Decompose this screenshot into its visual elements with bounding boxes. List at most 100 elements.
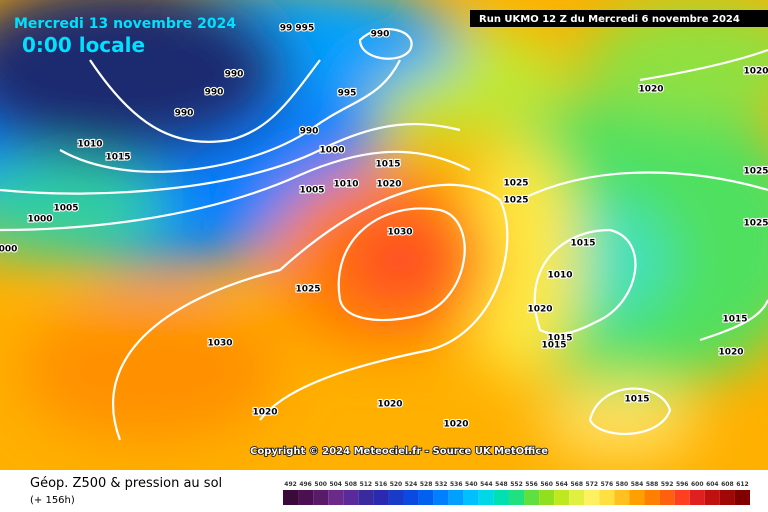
legend-swatch [659,490,675,505]
legend-swatch [313,490,329,505]
isobar-label: 1020 [718,348,743,358]
legend-swatch [719,490,735,505]
legend-swatch [554,490,570,505]
isobar-label: 1000 [319,146,344,156]
legend-swatch [328,490,344,505]
legend-label: 588 [646,481,659,488]
isobar-label: 990 [225,70,244,80]
legend-swatch [689,490,705,505]
legend-label: 516 [375,481,388,488]
isobar-label: 1020 [743,67,768,77]
legend-label: 600 [691,481,704,488]
legend-swatch [569,490,585,505]
isobar-label: 1005 [299,186,324,196]
isobar-label: 995 [338,89,357,99]
legend-swatch [734,490,750,505]
legend-label: 560 [540,481,553,488]
isobar-label: 1025 [295,285,320,295]
isobar-label: 000 [0,245,17,255]
legend-label: 504 [329,481,342,488]
isobar-label: 99 995 [280,24,314,34]
isobar-label: 1015 [105,153,130,163]
legend-swatch [614,490,630,505]
legend-swatch [343,490,359,505]
legend-swatch [478,490,494,505]
isobar-label: 1025 [743,167,768,177]
isobars [0,28,768,441]
isobar-label: 1020 [443,420,468,430]
isobar-label: 1020 [377,400,402,410]
date: Mercredi 13 novembre 2024 [14,16,236,32]
legend-label: 556 [525,481,538,488]
isobar-label: 1025 [503,179,528,189]
footer-lead: (+ 156h) [30,495,75,506]
legend-label: 552 [510,481,523,488]
legend-swatch [403,490,419,505]
time: 0:00 locale [22,33,145,57]
isobar-label: 990 [175,109,194,119]
legend-label: 528 [420,481,433,488]
legend-label: 584 [631,481,644,488]
isobar-label: 1020 [376,180,401,190]
legend-label: 544 [480,481,493,488]
footer-title: Géop. Z500 & pression au sol [30,476,222,491]
isobar-label: 1010 [333,180,358,190]
legend-swatch [418,490,434,505]
legend-swatch [493,490,509,505]
isobar-label: 1015 [547,334,572,344]
legend-label: 496 [299,481,312,488]
isobar-label: 1000 [27,215,52,225]
isobar-label: 1020 [527,305,552,315]
legend-swatch [358,490,374,505]
legend-label: 564 [555,481,568,488]
legend: 492 496 500 504 508 512 516 520 524 528 532 536 540 5… [283,481,750,505]
legend-swatch [674,490,690,505]
legend-label: 572 [586,481,599,488]
legend-swatch [373,490,389,505]
legend-label: 608 [721,481,734,488]
legend-label: 508 [345,481,358,488]
legend-label: 532 [435,481,448,488]
legend-swatch [388,490,404,505]
legend-label: 568 [570,481,583,488]
legend-swatch [539,490,555,505]
isobar-label: 990 [300,127,319,137]
legend-swatch [448,490,464,505]
legend-label: 604 [706,481,719,488]
isobar-label: 1015 [722,315,747,325]
isobar-label: 990 [371,30,390,40]
isobar-label: 1020 [252,408,277,418]
isobar-label: 1005 [53,204,78,214]
isobar-label: 1030 [207,339,232,349]
legend-label: 596 [676,481,689,488]
legend-swatch [629,490,645,505]
legend-swatch [599,490,615,505]
legend-swatch [704,490,720,505]
legend-swatch [524,490,540,505]
legend-swatch [283,490,299,505]
isobar-label: 1020 [638,85,663,95]
legend-label: 520 [390,481,403,488]
isobar-label: 1015 [624,395,649,405]
isobar-label: 1010 [77,140,102,150]
legend-swatch [463,490,479,505]
field [0,0,768,470]
legend-swatch [644,490,660,505]
isobar-label: 1030 [387,228,412,238]
legend-swatch [433,490,449,505]
legend-label: 524 [405,481,418,488]
isobar-label: 1010 [547,271,572,281]
legend-swatch [298,490,314,505]
legend-swatch [584,490,600,505]
run-box [470,10,768,27]
isobar-label: 1015 [570,239,595,249]
legend-label: 536 [450,481,463,488]
legend-label: 548 [495,481,508,488]
legend-label: 592 [661,481,674,488]
isobar-label: 1025 [743,219,768,229]
legend-label: 492 [284,481,297,488]
isobar-label: 1015 [375,160,400,170]
isobar-label: 1025 [503,196,528,206]
